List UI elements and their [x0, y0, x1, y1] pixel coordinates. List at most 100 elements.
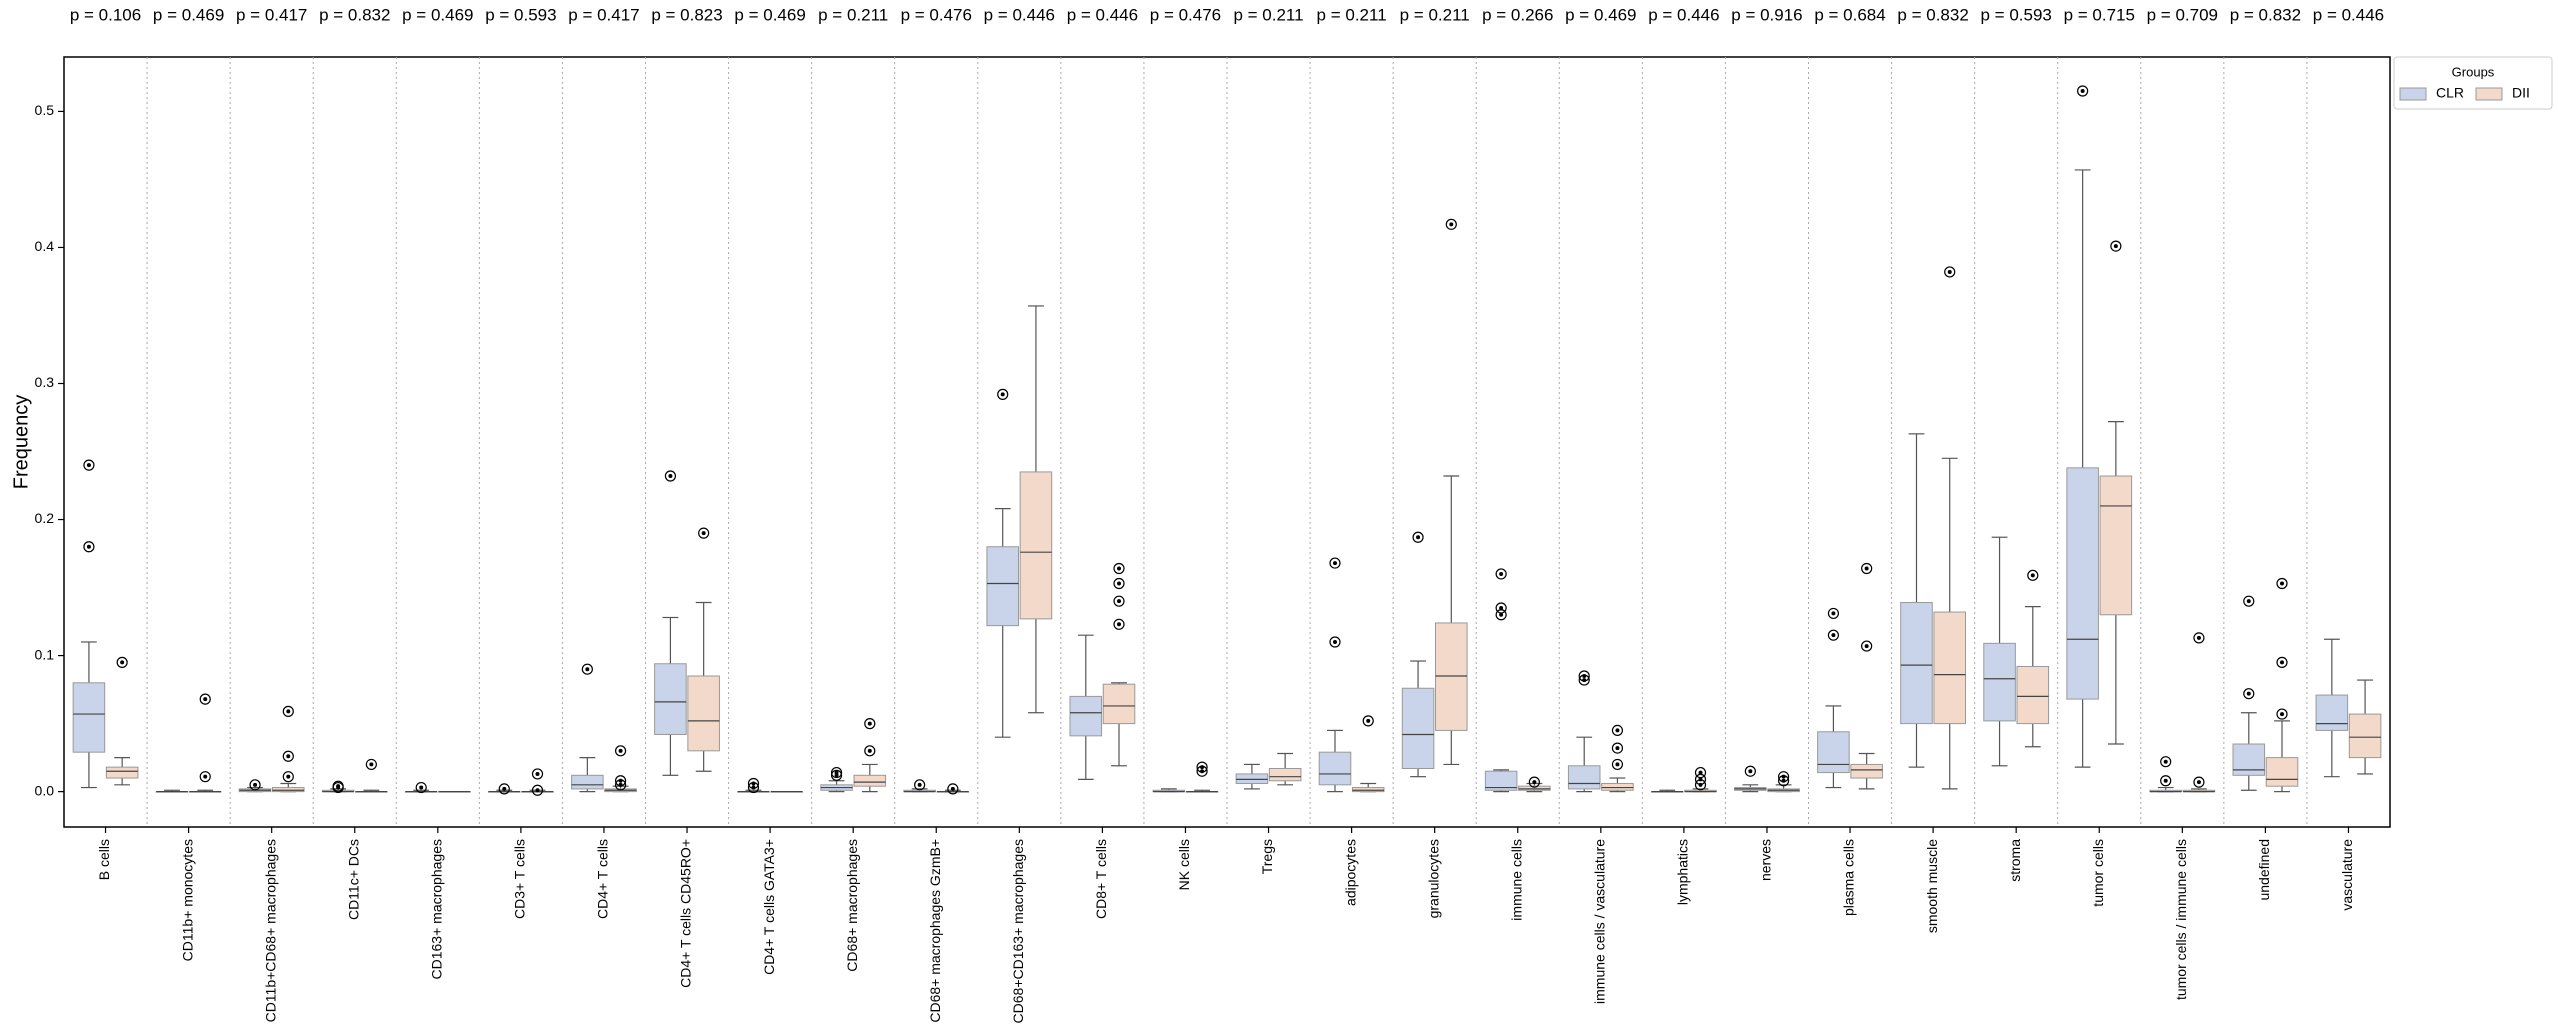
box-group [604, 745, 637, 793]
outlier [1694, 779, 1707, 791]
outlier [2077, 85, 2089, 97]
box [72, 682, 106, 753]
box [2348, 713, 2382, 759]
outlier-dot [2163, 778, 2168, 783]
outlier [2193, 776, 2205, 788]
box [1351, 787, 1385, 793]
outlier [282, 705, 294, 717]
outlier [2193, 632, 2205, 644]
box [1601, 782, 1634, 791]
outlier-dot [1698, 770, 1703, 775]
x-tick-label: plasma cells [1841, 839, 1857, 916]
box-group [487, 783, 521, 795]
y-tick-label: 0.1 [35, 646, 55, 662]
outlier-dot [1582, 678, 1587, 683]
outlier [1944, 266, 1956, 278]
p-value-label: p = 0.832 [319, 5, 390, 24]
x-tick-label: CD11b+CD68+ macrophages [262, 839, 278, 1022]
box [2232, 743, 2266, 776]
outlier-dot [1117, 622, 1122, 627]
outlier [1777, 775, 1790, 787]
outlier [997, 388, 1009, 400]
outlier [1445, 218, 1457, 230]
box-group [1900, 433, 1933, 768]
outlier [1611, 758, 1624, 771]
box-group [1401, 531, 1435, 778]
box-group [321, 780, 355, 794]
p-value-label: p = 0.211 [1317, 5, 1387, 24]
x-tick-label: CD4+ T cells [595, 839, 611, 919]
outlier [2160, 775, 2172, 787]
x-tick-label: vasculature [2339, 839, 2355, 911]
outlier [2110, 240, 2122, 252]
box-group [1567, 670, 1601, 793]
box-group [903, 779, 936, 793]
x-tick-label: CD3+ T cells [512, 839, 528, 919]
x-tick-label: lymphatics [1675, 839, 1691, 905]
outlier-dot [2196, 780, 2201, 785]
outlier-dot [1117, 566, 1122, 571]
outlier [2276, 708, 2288, 720]
outlier-dot [1000, 392, 1005, 397]
outlier-dot [2246, 599, 2251, 604]
outlier-dot [336, 785, 341, 790]
box-group [404, 781, 438, 794]
outlier [698, 527, 710, 539]
box [1484, 770, 1518, 791]
box-group [2099, 240, 2133, 745]
outlier [1329, 636, 1341, 648]
outlier-dot [867, 748, 872, 753]
box-group [238, 779, 272, 793]
outlier [332, 781, 344, 794]
box-group [687, 527, 720, 772]
box-group [105, 656, 139, 786]
x-tick-label: adipocytes [1342, 839, 1358, 906]
outlier [614, 779, 627, 791]
outlier-dot [86, 544, 91, 549]
outlier-dot [1615, 762, 1620, 767]
p-value-label: p = 0.469 [153, 5, 224, 24]
box-group [1185, 761, 1219, 793]
box [986, 546, 1019, 627]
x-tick-label: B cells [96, 839, 112, 880]
outlier-dot [1416, 535, 1421, 540]
p-value-label: p = 0.709 [2147, 5, 2218, 24]
p-value-label: p = 0.446 [984, 5, 1055, 24]
outlier-dot [1615, 728, 1620, 733]
outlier-dot [1781, 778, 1786, 783]
p-value-label: p = 0.832 [2230, 5, 2301, 24]
outlier-dot [535, 788, 540, 793]
box-group [1734, 765, 1767, 793]
x-tick-label: CD68+ macrophages GzmB+ [927, 839, 943, 1023]
outlier-dot [701, 531, 706, 536]
outlier-dot [1499, 612, 1504, 617]
outlier-dot [203, 697, 208, 702]
box-group [853, 718, 887, 793]
box-group [72, 459, 106, 789]
outlier-dot [668, 474, 673, 479]
outlier-dot [2246, 691, 2251, 696]
p-value-label: p = 0.446 [1648, 5, 1719, 24]
p-value-label: p = 0.446 [1067, 5, 1138, 24]
p-value-label: p = 0.446 [2313, 5, 2384, 24]
box [2265, 757, 2299, 787]
outlier [282, 771, 294, 783]
box-group [1767, 771, 1800, 793]
outlier-dot [2080, 89, 2085, 94]
box [1401, 687, 1435, 770]
outlier-dot [1532, 780, 1537, 785]
outlier-dot [1615, 746, 1620, 751]
x-tick-label: immune cells [1508, 839, 1524, 921]
outlier-dot [1831, 633, 1836, 638]
box-group [188, 693, 222, 793]
p-value-label: p = 0.417 [236, 5, 307, 24]
outlier-dot [618, 748, 623, 753]
outlier-dot [618, 782, 623, 787]
x-tick-label: granulocytes [1425, 839, 1441, 918]
outlier [116, 656, 128, 668]
outlier-dot [2280, 712, 2285, 717]
outlier-dot [535, 771, 540, 776]
legend-title: Groups [2452, 64, 2495, 79]
box-group [521, 768, 554, 796]
outlier-dot [867, 721, 872, 726]
